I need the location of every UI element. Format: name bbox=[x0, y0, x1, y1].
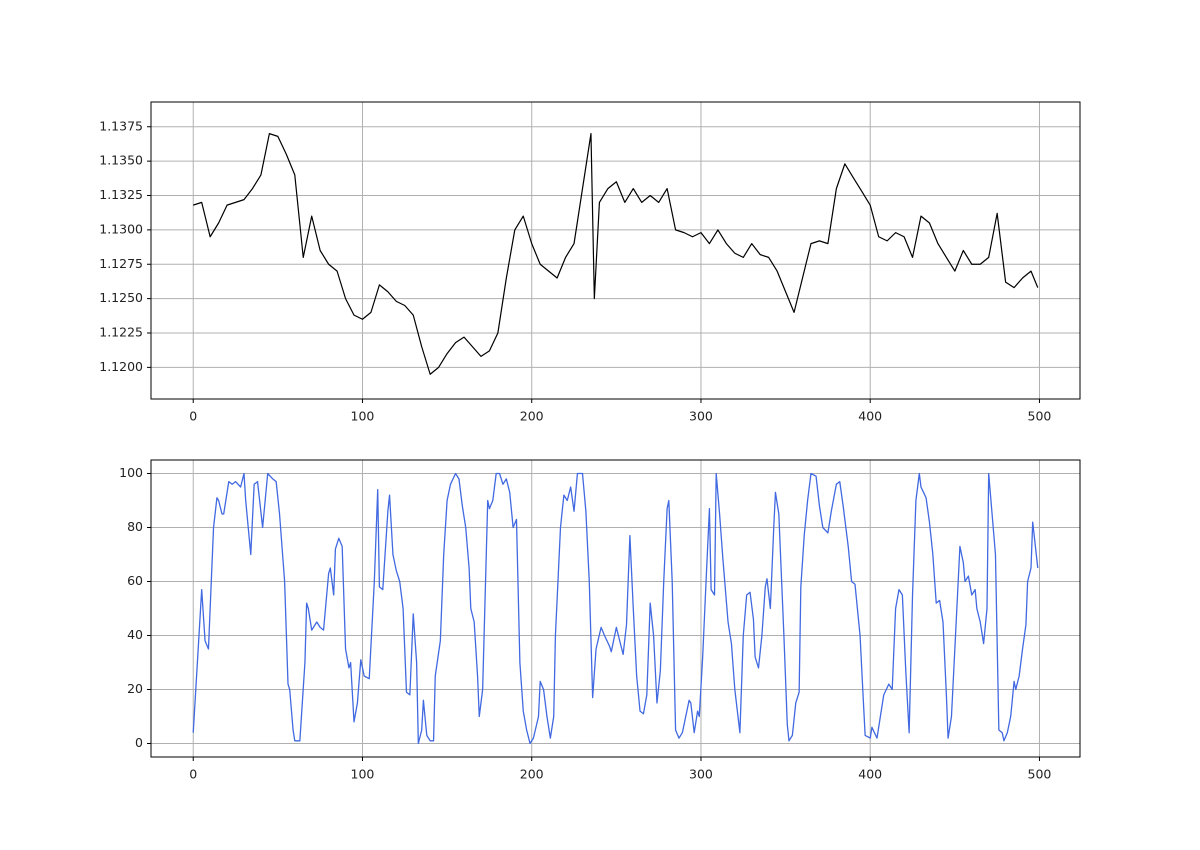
y-tick-label: 1.1275 bbox=[99, 256, 143, 271]
x-tick-label: 200 bbox=[520, 409, 544, 424]
y-tick-label: 1.1325 bbox=[99, 187, 143, 202]
y-tick-label: 1.1375 bbox=[99, 118, 143, 133]
axes-frame bbox=[150, 101, 1081, 400]
x-tick-label: 400 bbox=[858, 767, 882, 782]
y-tick-label: 0 bbox=[135, 735, 143, 750]
x-tick-label: 400 bbox=[858, 409, 882, 424]
series-line bbox=[192, 472, 1039, 745]
x-tick-label: 0 bbox=[189, 767, 197, 782]
x-tick-label: 300 bbox=[689, 409, 713, 424]
x-tick-label: 0 bbox=[189, 409, 197, 424]
y-tick-label: 1.1350 bbox=[99, 153, 143, 168]
y-tick-label: 60 bbox=[127, 573, 143, 588]
y-tick-label: 40 bbox=[127, 627, 143, 642]
x-tick-label: 500 bbox=[1028, 409, 1052, 424]
y-tick-label: 20 bbox=[127, 681, 143, 696]
axes-frame bbox=[150, 459, 1081, 758]
x-tick-label: 200 bbox=[520, 767, 544, 782]
x-tick-label: 100 bbox=[351, 767, 375, 782]
series-line bbox=[193, 133, 1039, 375]
y-tick-label: 1.1300 bbox=[99, 221, 143, 236]
y-tick-label: 100 bbox=[119, 465, 143, 480]
y-tick-label: 1.1250 bbox=[99, 290, 143, 305]
x-tick-label: 100 bbox=[351, 409, 375, 424]
y-tick-label: 1.1225 bbox=[99, 325, 143, 340]
x-tick-label: 300 bbox=[689, 767, 713, 782]
x-tick-label: 500 bbox=[1028, 767, 1052, 782]
y-tick-label: 1.1200 bbox=[99, 359, 143, 374]
y-tick-label: 80 bbox=[127, 519, 143, 534]
